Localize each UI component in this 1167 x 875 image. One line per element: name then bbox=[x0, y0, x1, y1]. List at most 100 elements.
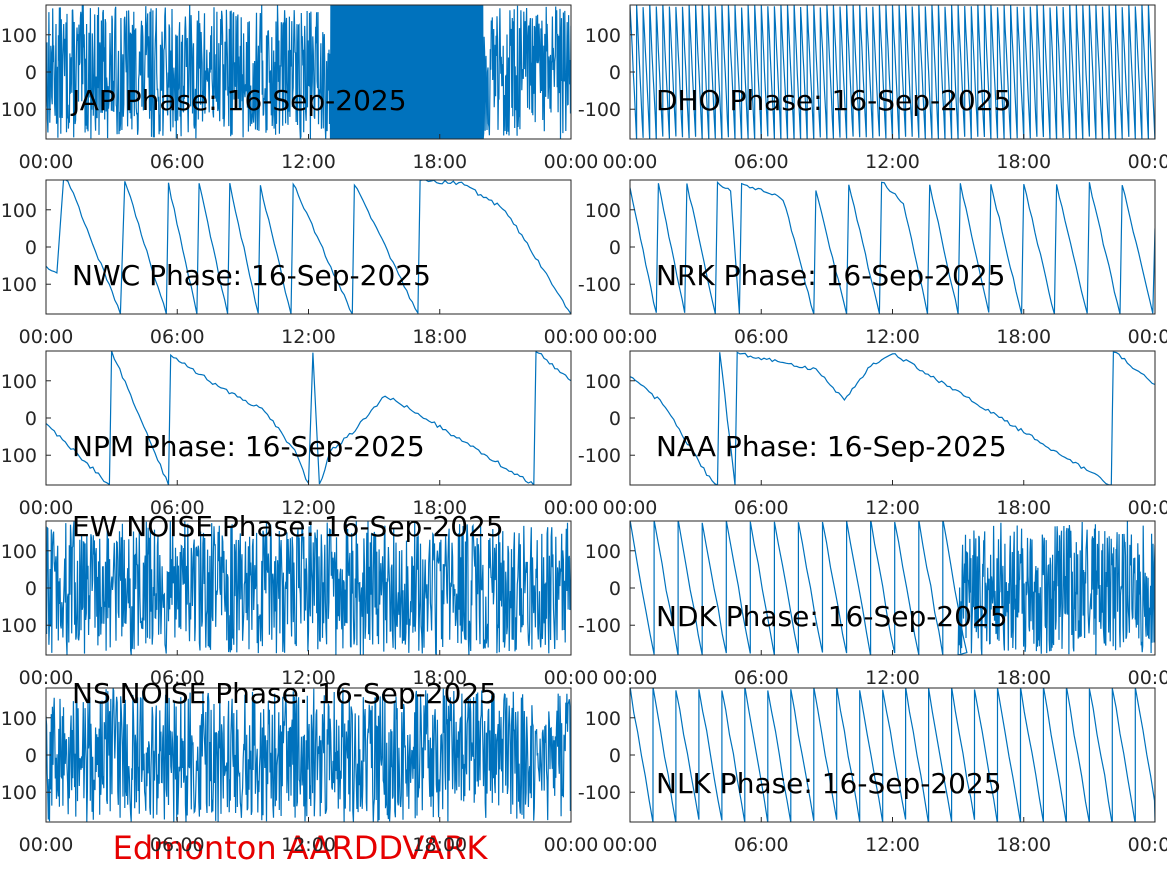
axes-box bbox=[629, 350, 1156, 486]
x-tick-label: 12:00 bbox=[281, 151, 336, 173]
x-tick-label: 18:00 bbox=[412, 834, 467, 856]
y-tick-label: 0 bbox=[609, 745, 621, 767]
panel-title: NLK Phase: 16-Sep-2025 bbox=[656, 767, 1002, 800]
y-tick-label: 0 bbox=[609, 62, 621, 84]
y-tick-label: 100 bbox=[1, 200, 37, 222]
x-tick-label: 00:00 bbox=[544, 497, 599, 519]
phase-panel: 100 0 -100 00:00 06:00 12:00 18:00 00:00 NAA Pha… bbox=[578, 350, 1167, 519]
y-tick-label: 100 bbox=[1, 708, 37, 730]
x-tick-label: 12:00 bbox=[281, 326, 336, 348]
phase-series-line bbox=[46, 5, 571, 139]
phase-panel: 100 0 100 00:00 06:00 12:00 18:00 00:00 JAP Phas… bbox=[1, 4, 599, 173]
axes-box bbox=[629, 687, 1156, 823]
phase-series-line bbox=[630, 180, 1155, 314]
x-tick-label: 00:00 bbox=[603, 667, 658, 689]
x-tick-label: 06:00 bbox=[734, 834, 789, 856]
phase-series-line bbox=[630, 521, 1155, 655]
y-tick-label: 0 bbox=[25, 745, 37, 767]
y-tick-label: 0 bbox=[609, 408, 621, 430]
x-tick-label: 06:00 bbox=[734, 151, 789, 173]
x-tick-label: 12:00 bbox=[865, 497, 920, 519]
x-tick-label: 06:00 bbox=[150, 151, 205, 173]
x-tick-label: 12:00 bbox=[281, 497, 336, 519]
y-tick-label: -100 bbox=[578, 99, 621, 121]
x-tick-label: 00:00 bbox=[1128, 497, 1167, 519]
x-tick-label: 00:00 bbox=[19, 497, 74, 519]
x-tick-label: 18:00 bbox=[412, 326, 467, 348]
x-tick-label: 06:00 bbox=[150, 326, 205, 348]
x-tick-label: 00:00 bbox=[603, 834, 658, 856]
phase-series-line bbox=[46, 521, 571, 655]
x-tick-label: 18:00 bbox=[412, 667, 467, 689]
phase-panel: 100 0 100 00:00 06:00 12:00 18:00 00:00 NPM Phas… bbox=[1, 350, 599, 519]
x-tick-label: 00:00 bbox=[544, 667, 599, 689]
x-tick-label: 06:00 bbox=[734, 326, 789, 348]
y-tick-label: 100 bbox=[585, 541, 621, 563]
y-tick-label: 0 bbox=[25, 237, 37, 259]
x-tick-label: 06:00 bbox=[150, 834, 205, 856]
x-tick-label: 00:00 bbox=[19, 667, 74, 689]
phase-panel: 100 0 -100 00:00 06:00 12:00 18:00 00:00 NDK Pha… bbox=[578, 520, 1167, 689]
x-tick-label: 00:00 bbox=[1128, 667, 1167, 689]
panel-title: NWC Phase: 16-Sep-2025 bbox=[72, 259, 431, 292]
x-tick-label: 12:00 bbox=[865, 151, 920, 173]
y-tick-label: 100 bbox=[585, 371, 621, 393]
phase-series-line bbox=[46, 351, 571, 485]
phase-series-line bbox=[630, 688, 1155, 822]
y-tick-label: 100 bbox=[1, 99, 37, 121]
x-tick-label: 00:00 bbox=[1128, 834, 1167, 856]
x-tick-label: 00:00 bbox=[603, 326, 658, 348]
x-tick-label: 12:00 bbox=[865, 326, 920, 348]
panel-title: JAP Phase: 16-Sep-2025 bbox=[70, 84, 407, 117]
axes-box bbox=[45, 350, 572, 486]
x-tick-label: 00:00 bbox=[1128, 151, 1167, 173]
x-tick-label: 00:00 bbox=[544, 326, 599, 348]
y-tick-label: -100 bbox=[578, 445, 621, 467]
y-tick-label: 0 bbox=[25, 408, 37, 430]
x-tick-label: 18:00 bbox=[996, 834, 1051, 856]
y-tick-label: 100 bbox=[1, 371, 37, 393]
y-tick-label: 100 bbox=[1, 25, 37, 47]
x-tick-label: 12:00 bbox=[281, 667, 336, 689]
panel-title: NDK Phase: 16-Sep-2025 bbox=[656, 600, 1008, 633]
phase-panel: 100 0 -100 00:00 06:00 12:00 18:00 00:00 NRK Pha… bbox=[578, 179, 1167, 348]
x-tick-label: 12:00 bbox=[281, 834, 336, 856]
y-tick-label: 100 bbox=[1, 615, 37, 637]
x-tick-label: 00:00 bbox=[603, 497, 658, 519]
x-tick-label: 00:00 bbox=[19, 326, 74, 348]
x-tick-label: 12:00 bbox=[865, 667, 920, 689]
panel-title: NPM Phase: 16-Sep-2025 bbox=[72, 430, 425, 463]
x-tick-label: 00:00 bbox=[603, 151, 658, 173]
panel-title: DHO Phase: 16-Sep-2025 bbox=[656, 84, 1011, 117]
x-tick-label: 00:00 bbox=[544, 151, 599, 173]
phase-series-line bbox=[46, 688, 571, 822]
phase-panel: 100 0 100 00:00 06:00 12:00 18:00 00:00 EW NOISE… bbox=[1, 510, 599, 689]
y-tick-label: 100 bbox=[585, 25, 621, 47]
x-tick-label: 18:00 bbox=[412, 151, 467, 173]
x-tick-label: 18:00 bbox=[412, 497, 467, 519]
x-tick-label: 00:00 bbox=[1128, 326, 1167, 348]
axes-box bbox=[629, 179, 1156, 315]
x-tick-label: 18:00 bbox=[996, 326, 1051, 348]
panel-title: NAA Phase: 16-Sep-2025 bbox=[656, 430, 1007, 463]
x-tick-label: 12:00 bbox=[865, 834, 920, 856]
x-tick-label: 00:00 bbox=[19, 151, 74, 173]
y-tick-label: 100 bbox=[1, 274, 37, 296]
x-tick-label: 18:00 bbox=[996, 151, 1051, 173]
panel-title: EW NOISE Phase: 16-Sep-2025 bbox=[72, 510, 504, 543]
station-signature: Edmonton AARDDVARK bbox=[113, 829, 489, 867]
phase-panel: 100 0 100 00:00 06:00 12:00 18:00 00:00 NS NOISE… bbox=[1, 677, 599, 856]
phase-panel: 100 0 -100 00:00 06:00 12:00 18:00 00:00 NLK Pha… bbox=[578, 687, 1167, 856]
y-tick-label: 100 bbox=[1, 782, 37, 804]
phase-panel: 100 0 100 00:00 06:00 12:00 18:00 00:00 NWC Phas… bbox=[1, 179, 599, 348]
phase-series-line bbox=[46, 180, 571, 314]
y-tick-label: 0 bbox=[25, 62, 37, 84]
y-tick-label: 100 bbox=[585, 708, 621, 730]
y-tick-label: 0 bbox=[609, 237, 621, 259]
panel-title: NRK Phase: 16-Sep-2025 bbox=[656, 259, 1005, 292]
x-tick-label: 00:00 bbox=[19, 834, 74, 856]
x-tick-label: 06:00 bbox=[150, 497, 205, 519]
y-tick-label: 100 bbox=[1, 541, 37, 563]
x-tick-label: 00:00 bbox=[544, 834, 599, 856]
